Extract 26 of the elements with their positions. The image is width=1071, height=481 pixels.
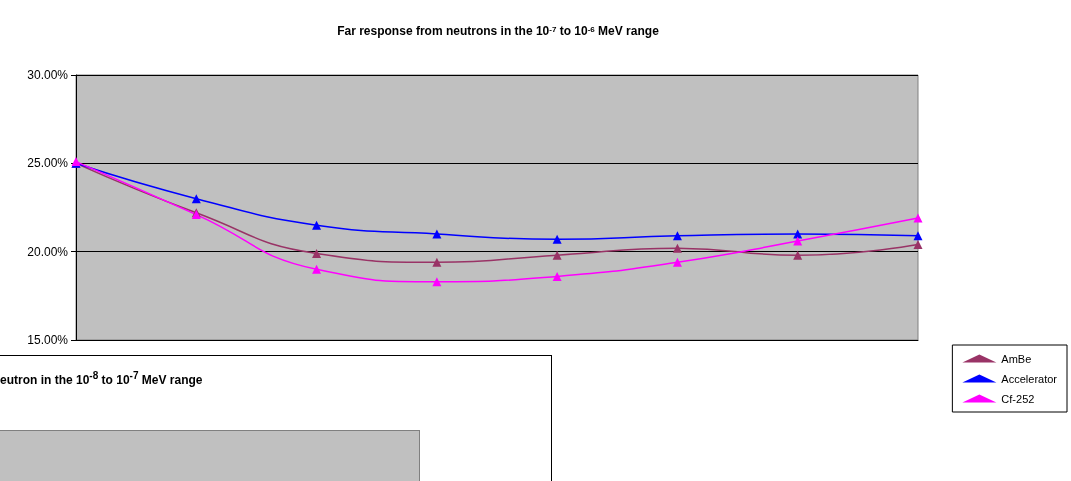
- point: [913, 213, 923, 223]
- y-tick-label: 15.00%: [27, 333, 69, 347]
- y-tick-label: 25.00%: [27, 156, 69, 171]
- point: [552, 250, 562, 260]
- point: [913, 240, 923, 250]
- point: [793, 250, 803, 260]
- point: [312, 264, 322, 274]
- point: [432, 257, 442, 267]
- point: [552, 234, 562, 244]
- y-tick-label: 30.00%: [27, 68, 69, 82]
- point: [793, 236, 803, 246]
- text: eutron in the 10$^{-8}$ to 10$^{-7}$ MeV range: [0, 370, 203, 387]
- y-tick-label: 20.00%: [27, 244, 69, 259]
- legend-label: Cf-252: [1001, 392, 1035, 405]
- point: [432, 229, 442, 239]
- legend-label: AmBe: [1001, 352, 1032, 365]
- point: [432, 277, 442, 287]
- point: [552, 271, 562, 281]
- point: [312, 220, 322, 230]
- point: [672, 243, 682, 253]
- point: [793, 229, 803, 239]
- point: [672, 231, 682, 241]
- point: [672, 257, 682, 267]
- legend-label: Accelerator: [1001, 372, 1058, 385]
- point: [312, 248, 322, 258]
- point: [913, 231, 923, 241]
